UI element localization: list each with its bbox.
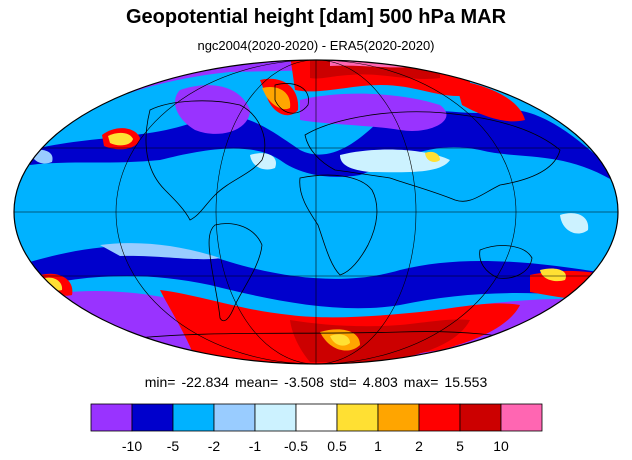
colorbar-swatch — [213, 403, 256, 432]
stats-line: min= -22.834 mean= -3.508 std= 4.803 max= 15.55… — [0, 374, 632, 390]
colorbar-swatch — [418, 403, 461, 432]
colorbar-swatch — [131, 403, 174, 432]
anomaly-north-purple — [20, 60, 615, 160]
colorbar-swatch — [500, 403, 543, 432]
map-border — [13, 59, 619, 365]
anomaly-north-blue — [30, 109, 612, 180]
graticule — [14, 60, 618, 364]
stat-std-label: std= — [329, 374, 357, 390]
colorbar-tick-label: -10 — [121, 438, 143, 454]
colorbar-tick-label: -5 — [166, 438, 180, 454]
colorbar-swatch — [172, 403, 215, 432]
anomaly-pacific-orange — [108, 132, 133, 146]
coastline-europe-asia — [304, 111, 561, 202]
anomaly-pacific-south-pink — [560, 213, 589, 234]
world-map — [13, 59, 619, 365]
coastline-south-america — [208, 223, 263, 322]
colorbar-tick-label: -1 — [248, 438, 262, 454]
anomaly-eurasia-yellow — [425, 151, 440, 162]
coastline-greenland — [274, 83, 309, 114]
meridian-outer — [115, 60, 517, 364]
coastline-north-america — [145, 100, 266, 221]
colorbar-tick-label: 10 — [493, 438, 509, 454]
colorbar-swatch — [90, 403, 133, 432]
colorbar-swatch — [336, 403, 379, 432]
stat-min-value: -22.834 — [181, 374, 229, 390]
stat-max-value: 15.553 — [444, 374, 488, 390]
colorbar-tick-label: -2 — [207, 438, 221, 454]
anomaly-eurasia-white — [340, 149, 450, 173]
colorbar-tick-label: -0.5 — [283, 438, 309, 454]
anomaly-south-blue-band — [20, 245, 615, 309]
colorbar-tick-label: 2 — [415, 438, 423, 454]
colorbar-tick-label: 5 — [456, 438, 464, 454]
anomaly-north-purple-2 — [175, 85, 250, 134]
stat-max-label: max= — [403, 374, 439, 390]
anomaly-southwest-yellow — [45, 277, 63, 291]
anomaly-north-purple-3 — [300, 93, 447, 131]
plot-title: Geopotential height [dam] 500 hPa MAR — [125, 6, 507, 28]
colorbar-swatch — [295, 403, 338, 432]
anomaly-southeast-yellow — [540, 268, 566, 282]
meridian-inner — [215, 60, 417, 364]
anomaly-west-orange — [262, 86, 291, 110]
stat-mean-value: -3.508 — [284, 374, 324, 390]
anomaly-south-lightblue — [100, 243, 220, 260]
anomaly-antarctic-yellow — [330, 334, 350, 346]
stat-min-label: min= — [144, 374, 176, 390]
plot-subtitle: ngc2004(2020-2020) - ERA5(2020-2020) — [197, 38, 435, 53]
colorbar-swatch — [377, 403, 420, 432]
stat-std-value: 4.803 — [362, 374, 398, 390]
colorbar-tick-label: 1 — [374, 438, 382, 454]
colorbar-swatch — [459, 403, 502, 432]
anomaly-eastsib-red — [455, 80, 525, 122]
colorbar-swatch — [254, 403, 297, 432]
colorbar-tick-label: 0.5 — [327, 438, 347, 454]
stat-mean-label: mean= — [234, 374, 279, 390]
